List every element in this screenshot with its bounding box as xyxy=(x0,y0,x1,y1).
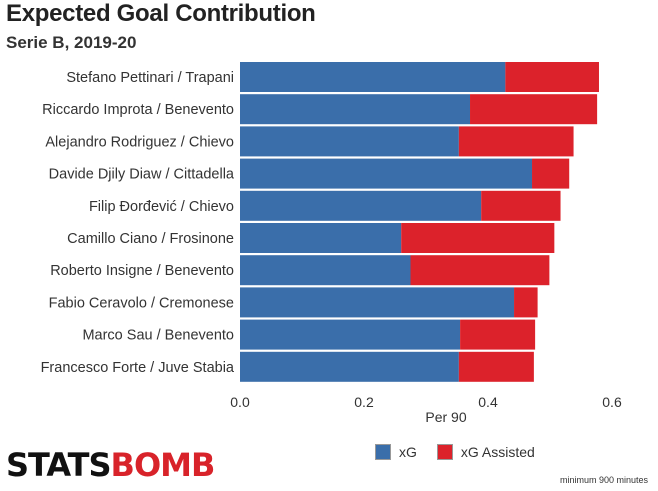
logo-text-bomb: BOMB xyxy=(110,446,216,484)
logo-text-stats: STATS xyxy=(6,446,112,484)
bar-xg-2 xyxy=(240,126,459,157)
bar-xg-0 xyxy=(240,62,506,92)
legend-item-xg-assisted: xG Assisted xyxy=(436,444,535,460)
chart-subtitle: Serie B, 2019-20 xyxy=(6,33,137,52)
category-label: Riccardo Improta / Benevento xyxy=(42,102,234,118)
footnote: minimum 900 minutes xyxy=(559,475,648,485)
legend: xG xG Assisted xyxy=(375,444,555,460)
bar-xg-5 xyxy=(240,223,402,253)
bar-xg-3 xyxy=(240,158,533,189)
legend-item-xg: xG xyxy=(375,444,417,460)
legend-label-xg: xG xyxy=(399,444,417,460)
bar-xg-6 xyxy=(240,255,411,286)
legend-label-xg-assisted: xG Assisted xyxy=(460,444,535,460)
x-tick-label: 0.4 xyxy=(478,394,498,410)
category-label: Fabio Ceravolo / Cremonese xyxy=(49,295,234,311)
category-label: Marco Sau / Benevento xyxy=(82,328,234,344)
category-label: Davide Djily Diaw / Cittadella xyxy=(49,167,235,183)
bar-xg-1 xyxy=(240,94,471,125)
chart-title: Expected Goal Contribution xyxy=(6,0,316,27)
category-label: Alejandro Rodriguez / Chievo xyxy=(45,134,234,150)
bar-xg-assisted-2 xyxy=(458,126,574,157)
legend-swatch-xg-assisted xyxy=(436,444,453,460)
bar-xg-assisted-6 xyxy=(410,255,550,286)
bar-xg-assisted-8 xyxy=(460,319,536,350)
category-label: Stefano Pettinari / Trapani xyxy=(66,70,234,86)
bars-group xyxy=(240,62,599,382)
x-tick-label: 0.2 xyxy=(354,394,374,410)
bar-xg-assisted-1 xyxy=(470,94,598,125)
category-label: Roberto Insigne / Benevento xyxy=(50,263,234,279)
x-axis-label: Per 90 xyxy=(425,409,466,425)
x-tick-label: 0.0 xyxy=(230,394,250,410)
bar-xg-8 xyxy=(240,319,461,350)
bar-xg-assisted-5 xyxy=(401,223,555,253)
bar-xg-assisted-3 xyxy=(532,158,570,189)
bar-xg-9 xyxy=(240,351,459,382)
x-tick-label: 0.6 xyxy=(602,394,622,410)
x-axis-ticks: 0.0 0.2 0.4 0.6 xyxy=(230,394,622,410)
bar-xg-assisted-0 xyxy=(505,62,599,92)
bar-xg-assisted-7 xyxy=(514,287,538,318)
category-label: Camillo Ciano / Frosinone xyxy=(67,231,234,247)
statsbomb-logo: STATSBOMB xyxy=(6,446,216,484)
bar-xg-4 xyxy=(240,190,482,221)
category-label: Francesco Forte / Juve Stabia xyxy=(41,360,235,376)
bar-xg-assisted-9 xyxy=(458,351,534,382)
category-labels: Stefano Pettinari / Trapani Riccardo Impr… xyxy=(41,70,235,376)
bar-xg-7 xyxy=(240,287,515,318)
bar-xg-assisted-4 xyxy=(481,190,561,221)
category-label: Filip Đorđević / Chievo xyxy=(89,199,234,215)
legend-swatch-xg xyxy=(375,444,391,460)
